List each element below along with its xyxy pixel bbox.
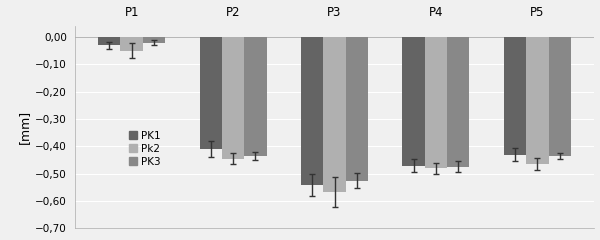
Bar: [323, 37, 346, 192]
Bar: [548, 37, 571, 156]
Bar: [526, 37, 548, 164]
Bar: [244, 37, 266, 156]
Bar: [301, 37, 323, 185]
Bar: [143, 37, 165, 42]
Y-axis label: [mm]: [mm]: [17, 110, 31, 144]
Bar: [403, 37, 425, 166]
Legend: PK1, Pk2, PK3: PK1, Pk2, PK3: [127, 128, 163, 169]
Bar: [447, 37, 469, 167]
Bar: [425, 37, 447, 168]
Bar: [200, 37, 222, 149]
Bar: [222, 37, 244, 159]
Bar: [346, 37, 368, 181]
Bar: [98, 37, 121, 45]
Bar: [121, 37, 143, 51]
Bar: [504, 37, 526, 155]
